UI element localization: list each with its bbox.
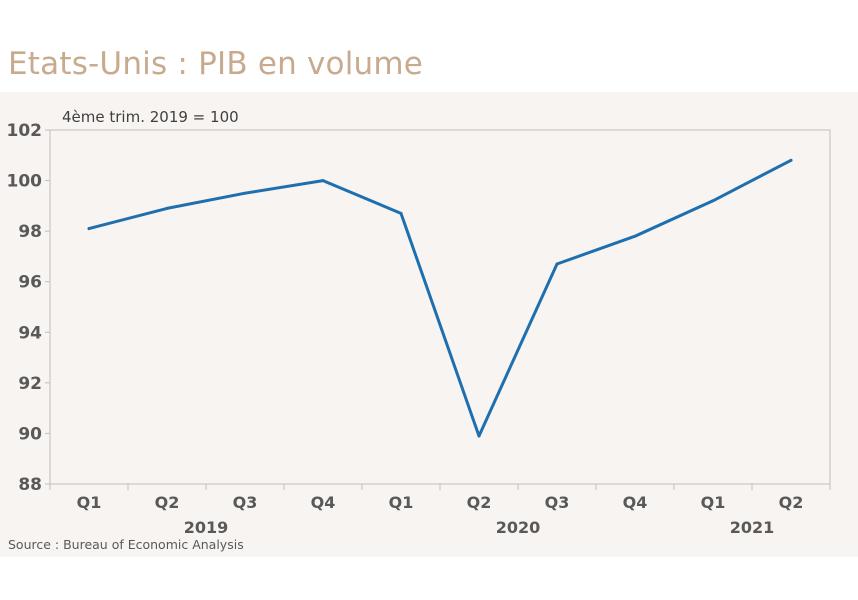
y-tick-label: 92 [18,374,42,394]
x-tick-label: Q1 [77,493,102,512]
series-line-0 [87,158,793,438]
x-tick-label: Q1 [389,493,414,512]
data-point [789,158,793,162]
x-tick-label: Q3 [545,493,570,512]
x-tick-label: Q4 [623,493,648,512]
year-label: 2020 [496,518,541,537]
y-tick-label: 94 [18,323,42,343]
y-tick-label: 88 [18,475,42,495]
data-point [555,262,559,266]
x-tick-label: Q2 [467,493,492,512]
plot-area-frame [49,129,831,485]
y-tick-label: 90 [18,424,42,444]
data-point [243,191,247,195]
year-label: 2021 [730,518,775,537]
y-axis-label: 4ème trim. 2019 = 100 [62,108,239,126]
x-tick-label: Q2 [155,493,180,512]
source-note: Source : Bureau of Economic Analysis [8,537,244,552]
x-tick-label: Q4 [311,493,336,512]
data-point [477,434,481,438]
data-point [633,234,637,238]
x-tick-label: Q2 [779,493,804,512]
y-tick-label: 96 [18,273,42,293]
y-tick-label: 102 [7,121,43,141]
chart-axes [49,129,831,485]
year-labels: 2019 2020 2021 [184,518,775,537]
year-label: 2019 [184,518,229,537]
y-tick-label: 100 [7,172,43,192]
x-axis-ticks: Q1 Q2 Q3 Q4 Q1 Q2 Q3 Q4 Q1 Q2 [49,484,831,512]
data-point [399,211,403,215]
y-tick-label: 98 [18,222,42,242]
chart-title: Etats-Unis : PIB en volume [8,46,424,82]
series-layer [87,158,793,438]
y-axis-ticks: 88 90 92 94 96 98 100 102 [7,121,50,495]
data-point [165,206,169,210]
chart-panel [0,92,858,557]
x-tick-label: Q1 [701,493,726,512]
data-point [711,199,715,203]
data-point [87,227,91,231]
data-point [321,179,325,183]
x-tick-label: Q3 [233,493,258,512]
